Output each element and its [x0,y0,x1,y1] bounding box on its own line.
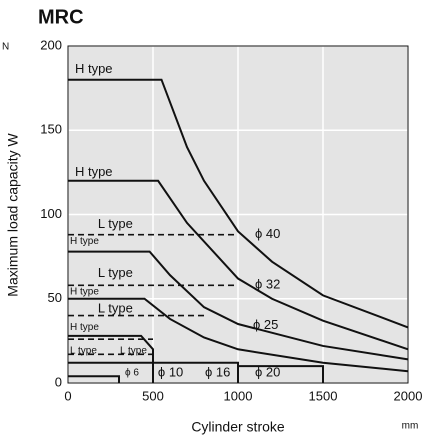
annotation: L type [70,346,97,357]
annotation: L type [98,265,133,280]
y-tick-label: 50 [48,290,62,305]
x-tick-label: 2000 [394,388,423,403]
annotation: H type [75,61,113,76]
line [68,78,409,329]
annotation: H type [70,322,99,333]
x-unit: mm [402,421,419,432]
line [68,297,409,373]
annotation: ϕ 20 [255,364,280,379]
x-tick-label: 0 [64,388,71,403]
chart-title: MRC [38,6,84,28]
y-unit: N [2,42,9,53]
annotation: ϕ 32 [255,277,280,292]
x-axis-label: Cylinder stroke [191,419,285,435]
y-tick-label: 200 [40,37,62,52]
annotation: H type [70,236,99,247]
annotation: ϕ 10 [158,364,183,379]
annotation: H type [70,287,99,298]
annotation: L type [98,216,133,231]
annotation: ϕ 40 [255,226,280,241]
y-axis-label: Maximum load capacity W [5,133,21,297]
x-tick-label: 1500 [309,388,338,403]
line [238,365,324,383]
annotation: ϕ 6 [125,368,139,379]
line [68,250,409,361]
line [68,179,409,351]
y-tick-label: 0 [55,374,62,389]
y-tick-label: 150 [40,122,62,137]
annotation: ϕ 25 [253,317,278,332]
annotation: H type [75,164,113,179]
line [153,361,239,383]
line [68,375,120,383]
annotation: ϕ 16 [205,364,230,379]
x-tick-label: 1000 [224,388,253,403]
x-tick-label: 500 [142,388,164,403]
annotation: L type [98,300,133,315]
y-tick-label: 100 [40,206,62,221]
annotation: L type [120,346,147,357]
